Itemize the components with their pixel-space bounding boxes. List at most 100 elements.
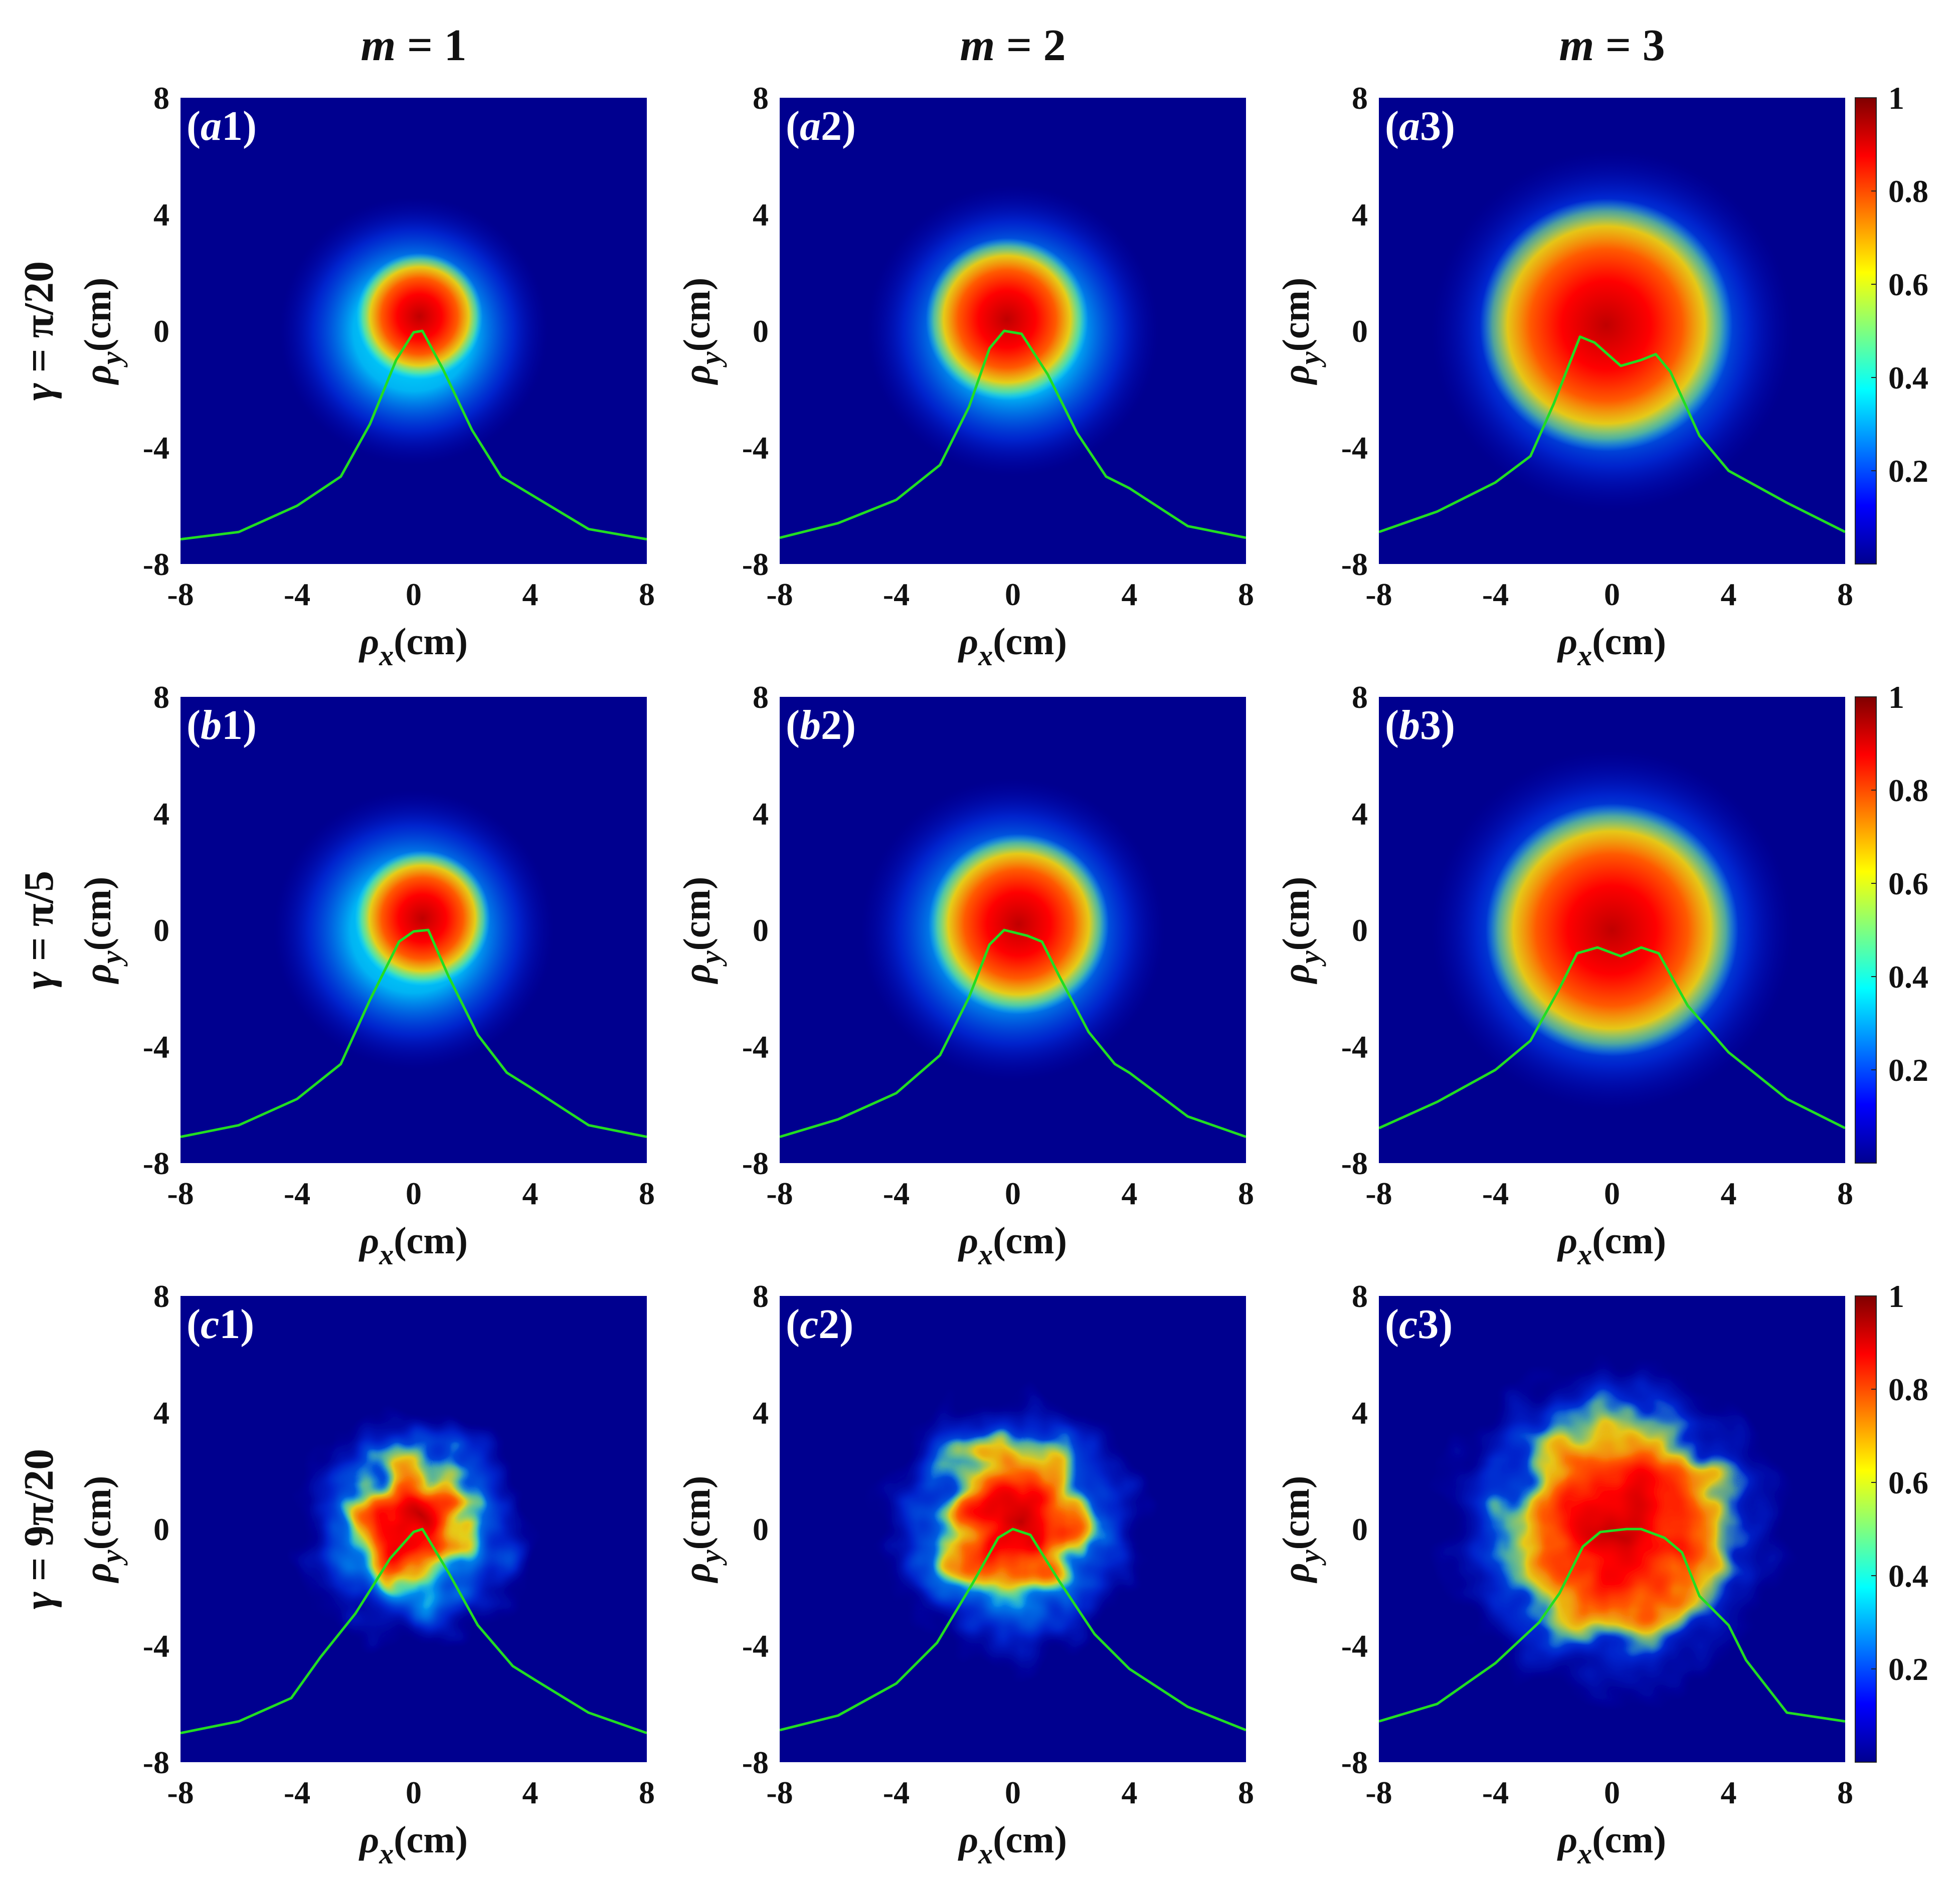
x-tick-label: -4 (883, 1775, 910, 1810)
panel-label: (b2) (786, 702, 856, 748)
row-title-var: γ (16, 1592, 62, 1609)
row-title-3: γ = 9π/20 (16, 1449, 62, 1609)
row-title-2: γ = π/5 (16, 871, 62, 989)
y-tick-label: -4 (742, 430, 769, 466)
heatmap-image (181, 697, 647, 1163)
x-tick-label: -8 (167, 1176, 194, 1211)
heatmap-core (356, 253, 483, 380)
x-axis-label: ρx(cm) (958, 1819, 1067, 1870)
y-tick-label: 8 (753, 80, 769, 116)
y-tick-label: -4 (1341, 1628, 1368, 1664)
panel-label: (c2) (786, 1301, 853, 1348)
y-tick-label: 4 (1352, 796, 1368, 832)
panel-a2: (a2) -8 -4 0 4 8 8 4 0 -4 -8 ρx(cm) ρy(cm) (676, 80, 1254, 672)
y-tick-label: -4 (143, 430, 169, 466)
x-tick-label: -8 (1365, 1176, 1392, 1211)
colorbar-tick-label: 0.8 (1888, 1372, 1928, 1407)
x-tick-label: -4 (883, 1176, 910, 1211)
x-axis-label: ρx(cm) (1557, 1819, 1666, 1870)
y-tick-label: 8 (1352, 1278, 1368, 1314)
y-axis-label: ρy(cm) (77, 278, 128, 386)
y-tick-label: -4 (1341, 1029, 1368, 1065)
y-axis-label: ρy(cm) (77, 1476, 128, 1584)
row-titles: γ = π/20γ = π/5γ = 9π/20 (16, 261, 62, 1609)
x-tick-label: -4 (284, 1176, 310, 1211)
y-tick-label: 0 (153, 1512, 169, 1547)
profile-curve (1379, 1528, 1845, 1723)
y-tick-label: 4 (153, 1395, 169, 1431)
y-tick-label: -8 (1341, 1146, 1368, 1181)
row-title-var: γ (16, 383, 62, 401)
y-axis-label: ρy(cm) (676, 1476, 727, 1584)
x-tick-label: 0 (1005, 577, 1021, 612)
column-title-value: = 3 (1594, 21, 1665, 70)
panel-label: (c1) (187, 1301, 254, 1348)
y-tick-label: -8 (1341, 546, 1368, 582)
x-axis-label: ρx(cm) (359, 1220, 468, 1271)
x-axis-label: ρx(cm) (1557, 1220, 1666, 1271)
x-tick-label: 8 (1837, 577, 1853, 612)
x-tick-label: -8 (167, 1775, 194, 1810)
x-tick-label: -4 (1482, 1176, 1509, 1211)
x-axis-label: ρx(cm) (1557, 621, 1666, 672)
heatmap-core (927, 1434, 1099, 1606)
colorbar-tick-label: 0.8 (1888, 173, 1928, 209)
y-tick-label: 4 (153, 197, 169, 233)
row-title-value: = 9π/20 (16, 1449, 62, 1592)
panel-label: (a2) (786, 103, 856, 149)
x-tick-label: 8 (1238, 577, 1254, 612)
y-tick-label: 8 (753, 679, 769, 715)
column-title-3: m = 3 (1559, 21, 1665, 70)
y-tick-label: -8 (742, 1745, 769, 1780)
y-tick-label: 0 (753, 1512, 769, 1547)
panel-c2: (c2) -8 -4 0 4 8 8 4 0 -4 -8 ρx(cm) ρy(cm) (676, 1278, 1254, 1870)
panel-a1: (a1) -8 -4 0 4 8 8 4 0 -4 -8 ρx(cm) ρy(cm) (77, 80, 655, 672)
heatmap-core (928, 834, 1109, 1015)
y-tick-label: -8 (143, 1146, 169, 1181)
x-tick-label: 0 (406, 1176, 422, 1211)
y-tick-label: -4 (1341, 430, 1368, 466)
heatmap-image (1379, 1296, 1845, 1762)
y-axis-label: ρy(cm) (1275, 1476, 1326, 1584)
colorbar-gradient (1855, 97, 1877, 564)
colorbar-1: 1 0.8 0.6 0.4 0.2 (1855, 80, 1928, 564)
column-title-1: m = 1 (361, 21, 466, 70)
x-tick-label: 0 (1604, 1176, 1620, 1211)
y-tick-label: 4 (753, 796, 769, 832)
x-tick-label: -8 (766, 1176, 793, 1211)
heatmap-core (926, 238, 1089, 401)
x-tick-label: 4 (1122, 1775, 1138, 1810)
row-title-var: γ (16, 972, 62, 989)
colorbar-tick-label: 1 (1888, 1278, 1904, 1314)
y-axis-label: ρy(cm) (676, 278, 727, 386)
y-tick-label: 8 (153, 1278, 169, 1314)
y-tick-label: 4 (153, 796, 169, 832)
row-title-value: = π/20 (16, 261, 62, 383)
x-tick-label: 8 (1837, 1775, 1853, 1810)
panel-label: (c3) (1385, 1301, 1453, 1348)
heatmap-image (1379, 697, 1845, 1163)
y-tick-label: 8 (153, 679, 169, 715)
profile-curve (780, 1528, 1246, 1732)
panel-b2: (b2) -8 -4 0 4 8 8 4 0 -4 -8 ρx(cm) ρy(cm) (676, 679, 1254, 1271)
heatmap-image (780, 98, 1246, 564)
panel-b3: (b3) -8 -4 0 4 8 8 4 0 -4 -8 ρx(cm) ρy(cm) (1275, 679, 1853, 1271)
panel-grid: (a1) -8 -4 0 4 8 8 4 0 -4 -8 ρx(cm) ρy(cm) (a2) -8 -4 0 4… (77, 80, 1853, 1870)
heatmap-image (1379, 98, 1845, 564)
colorbars: 1 0.8 0.6 0.4 0.2 1 0.8 0.6 0.4 0.2 1 0.8 0.6 0.4 0.2 (1855, 80, 1928, 1763)
colorbar-tick-label: 0.8 (1888, 773, 1928, 808)
y-tick-label: -8 (742, 1146, 769, 1181)
profile-curve (1379, 946, 1845, 1129)
column-title-2: m = 2 (960, 21, 1065, 70)
y-tick-label: -4 (742, 1628, 769, 1664)
y-tick-label: 0 (753, 313, 769, 349)
x-tick-label: 0 (1604, 1775, 1620, 1810)
panel-label: (b1) (187, 702, 257, 748)
colorbar-tick-label: 0.4 (1888, 360, 1928, 396)
colorbar-2: 1 0.8 0.6 0.4 0.2 (1855, 679, 1928, 1164)
y-tick-label: 4 (753, 1395, 769, 1431)
x-tick-label: 4 (1721, 1176, 1737, 1211)
x-tick-label: -4 (284, 1775, 310, 1810)
column-title-value: = 1 (396, 21, 466, 70)
profile-curve (780, 329, 1246, 539)
